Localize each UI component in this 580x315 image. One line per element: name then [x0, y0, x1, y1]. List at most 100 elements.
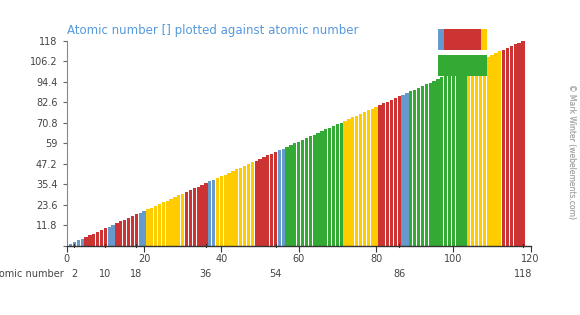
Bar — [521, 41, 524, 246]
Bar — [367, 110, 370, 246]
Bar — [305, 138, 308, 246]
Bar — [351, 117, 354, 246]
Bar — [398, 96, 401, 246]
Bar — [309, 136, 312, 246]
Bar — [401, 95, 405, 246]
Bar — [201, 185, 204, 246]
Bar — [371, 109, 374, 246]
Bar — [378, 105, 382, 246]
Bar — [363, 112, 366, 246]
Bar — [440, 77, 444, 246]
Bar — [444, 29, 481, 50]
Bar — [81, 239, 84, 246]
Bar — [297, 141, 300, 246]
Bar — [208, 181, 212, 246]
Bar — [139, 213, 142, 246]
Bar — [328, 128, 331, 246]
Bar — [274, 152, 277, 246]
Bar — [514, 44, 517, 246]
Bar — [77, 240, 80, 246]
Bar — [355, 116, 358, 246]
Bar — [301, 140, 304, 246]
Bar — [332, 126, 335, 246]
Text: © Mark Winter (webelements.com): © Mark Winter (webelements.com) — [567, 84, 576, 219]
Bar — [189, 190, 192, 246]
Bar — [193, 188, 196, 246]
Text: 54: 54 — [269, 269, 282, 279]
Text: 118: 118 — [514, 269, 532, 279]
Bar — [177, 195, 180, 246]
Text: atomic number: atomic number — [0, 269, 64, 279]
Bar — [235, 169, 238, 246]
Bar — [313, 135, 316, 246]
Bar — [343, 121, 347, 246]
Bar — [115, 223, 118, 246]
Bar — [456, 71, 459, 246]
Text: Atomic number [] plotted against atomic number: Atomic number [] plotted against atomic … — [67, 24, 358, 37]
Bar — [409, 91, 412, 246]
Bar — [285, 147, 289, 246]
Bar — [150, 208, 153, 246]
Bar — [158, 204, 161, 246]
Bar — [185, 192, 188, 246]
Bar — [181, 194, 184, 246]
Bar — [146, 209, 150, 246]
Bar — [255, 161, 258, 246]
Bar — [169, 199, 173, 246]
Bar — [475, 62, 478, 246]
Bar — [111, 225, 115, 246]
Bar — [220, 176, 223, 246]
Bar — [216, 178, 219, 246]
Bar — [278, 150, 281, 246]
Bar — [123, 220, 126, 246]
Bar — [127, 218, 130, 246]
Text: 10: 10 — [99, 269, 111, 279]
Text: 2: 2 — [71, 269, 78, 279]
Bar — [405, 93, 408, 246]
Bar — [92, 233, 95, 246]
Bar — [243, 166, 246, 246]
Bar — [143, 211, 146, 246]
Bar — [498, 51, 501, 246]
Bar — [467, 65, 470, 246]
Bar — [487, 57, 490, 246]
Bar — [173, 197, 176, 246]
Bar — [506, 48, 509, 246]
Bar — [324, 129, 327, 246]
Bar — [452, 72, 455, 246]
Bar — [85, 237, 88, 246]
Bar — [247, 164, 250, 246]
Bar — [417, 88, 420, 246]
Bar — [494, 53, 498, 246]
Bar — [212, 180, 215, 246]
Text: © Mark Winter (webelements.com): © Mark Winter (webelements.com) — [567, 84, 576, 219]
Bar — [386, 102, 389, 246]
Bar — [262, 157, 266, 246]
Bar — [317, 133, 320, 246]
Bar — [463, 67, 466, 246]
Bar — [438, 54, 487, 76]
Bar — [394, 98, 397, 246]
Bar — [336, 124, 339, 246]
Bar — [481, 29, 487, 50]
Bar — [119, 221, 122, 246]
Bar — [239, 168, 242, 246]
Bar — [224, 175, 227, 246]
Bar — [270, 154, 273, 246]
Bar — [104, 228, 107, 246]
Bar — [413, 89, 416, 246]
Bar — [197, 187, 200, 246]
Bar — [135, 215, 138, 246]
Bar — [96, 232, 99, 246]
Text: 18: 18 — [130, 269, 143, 279]
Bar — [421, 86, 424, 246]
Bar — [166, 201, 169, 246]
Bar — [88, 235, 92, 246]
Bar — [154, 206, 157, 246]
Bar — [204, 183, 208, 246]
Bar — [162, 202, 165, 246]
Bar — [382, 103, 385, 246]
Bar — [259, 159, 262, 246]
Bar — [448, 74, 451, 246]
Bar — [479, 60, 482, 246]
